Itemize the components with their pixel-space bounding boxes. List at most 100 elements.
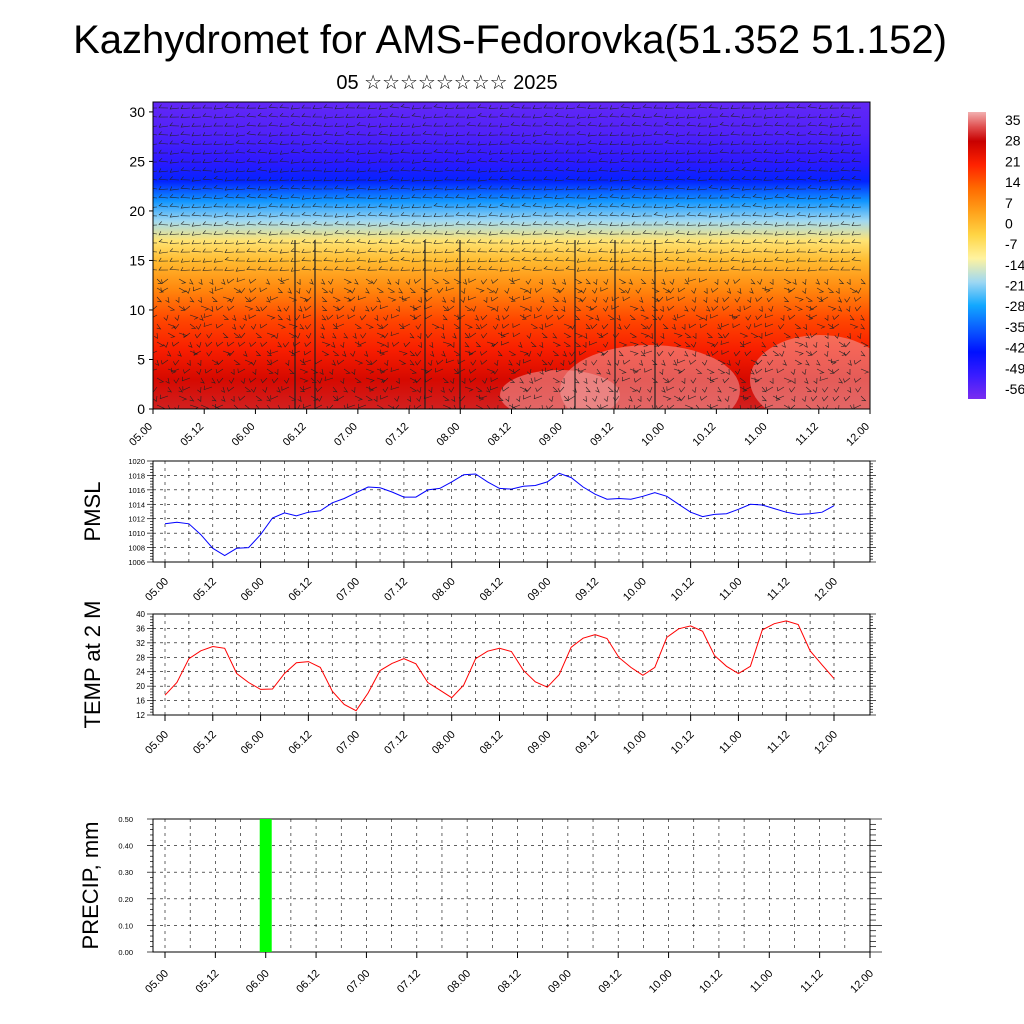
wind-barb — [295, 332, 301, 339]
wind-barb — [807, 239, 818, 244]
wind-barb — [774, 239, 784, 244]
wind-barb — [450, 341, 455, 348]
wind-barb — [354, 395, 363, 401]
wind-barb — [565, 186, 576, 191]
wind-barb — [477, 203, 488, 208]
wind-barb — [356, 140, 367, 145]
wind-barb — [224, 193, 235, 199]
wind-barb — [416, 386, 422, 393]
wind-barb — [741, 104, 752, 109]
wind-barb — [620, 158, 631, 163]
wind-barb — [508, 377, 516, 383]
wind-barb — [642, 212, 652, 217]
wind-barb — [378, 258, 389, 263]
wind-barb — [774, 167, 785, 172]
wind-barb — [290, 113, 301, 118]
wind-barb — [521, 113, 532, 118]
wind-barb — [153, 197, 158, 199]
wind-barb — [763, 114, 774, 119]
wind-barb — [312, 149, 323, 154]
wind-barb — [794, 332, 800, 339]
wind-barb — [499, 194, 510, 199]
wind-barb — [501, 323, 510, 329]
wind-barb — [818, 195, 829, 200]
wind-barb — [156, 296, 163, 303]
wind-barb — [246, 158, 257, 163]
wind-barb — [367, 176, 378, 181]
wind-barb — [565, 212, 576, 217]
wind-barb — [666, 296, 675, 301]
wind-barb — [847, 386, 852, 393]
wind-barb — [618, 278, 627, 284]
wind-barb — [720, 340, 730, 345]
wind-barb — [334, 105, 345, 110]
wind-barb — [246, 185, 257, 190]
wind-barb — [466, 266, 477, 271]
wind-barb — [268, 186, 279, 191]
wind-barb — [180, 176, 191, 181]
wind-barb — [600, 287, 609, 292]
wind-barb — [433, 213, 444, 218]
wind-barb — [543, 212, 554, 217]
wind-barb — [246, 140, 257, 145]
wind-barb — [730, 149, 741, 154]
wind-barb — [818, 149, 829, 154]
wind-barb — [268, 266, 279, 271]
wind-barb — [334, 249, 345, 254]
wind-barb — [703, 287, 708, 294]
wind-barb — [843, 341, 851, 348]
wind-barb — [477, 149, 488, 154]
wind-barb — [191, 258, 202, 263]
wind-barb — [526, 350, 532, 357]
wind-barb — [356, 168, 367, 173]
wind-barb — [153, 233, 158, 235]
wind-barb — [455, 122, 466, 127]
wind-barb — [354, 278, 359, 285]
wind-barb — [290, 212, 300, 217]
wind-barb — [185, 287, 191, 294]
wind-barb — [444, 176, 455, 181]
wind-barb — [620, 258, 631, 263]
wind-barb — [470, 359, 477, 366]
wind-barb — [851, 104, 862, 109]
minor-ticks — [147, 818, 882, 953]
wind-barb — [422, 149, 433, 154]
wind-barb — [469, 377, 477, 383]
wind-barb — [554, 139, 565, 145]
wind-barb — [719, 222, 730, 227]
wind-barb — [691, 296, 697, 303]
wind-barb — [334, 220, 345, 226]
wind-barb — [774, 113, 785, 118]
wind-barb — [323, 131, 334, 136]
wind-barb — [370, 305, 378, 312]
wind-barb — [391, 314, 400, 319]
wind-barb — [422, 158, 433, 163]
wind-barb — [342, 350, 347, 357]
colorbar-label: 7 — [1005, 195, 1013, 211]
wind-barb — [249, 377, 257, 383]
wind-barb — [717, 359, 726, 365]
wind-barb — [301, 104, 311, 109]
wind-barb — [453, 314, 462, 320]
wind-barb — [491, 341, 499, 348]
wind-barb — [719, 258, 730, 263]
wind-barb — [236, 277, 246, 283]
wind-barb — [422, 238, 433, 244]
wind-barb — [499, 202, 510, 208]
wind-barb — [829, 113, 840, 118]
wind-barb — [279, 140, 290, 145]
wind-barb — [631, 230, 642, 235]
wind-barb — [554, 149, 564, 154]
wind-barb — [653, 194, 664, 199]
wind-barb — [175, 296, 180, 303]
wind-barb — [829, 249, 840, 254]
wind-barb — [609, 239, 620, 244]
wind-barb — [277, 278, 285, 284]
wind-barb — [653, 113, 664, 118]
wind-barb — [390, 385, 400, 390]
wind-barb — [469, 368, 477, 374]
wind-barb — [750, 332, 759, 338]
wind-barb — [552, 332, 558, 339]
wind-barb — [153, 395, 158, 402]
wind-barb — [235, 186, 246, 191]
